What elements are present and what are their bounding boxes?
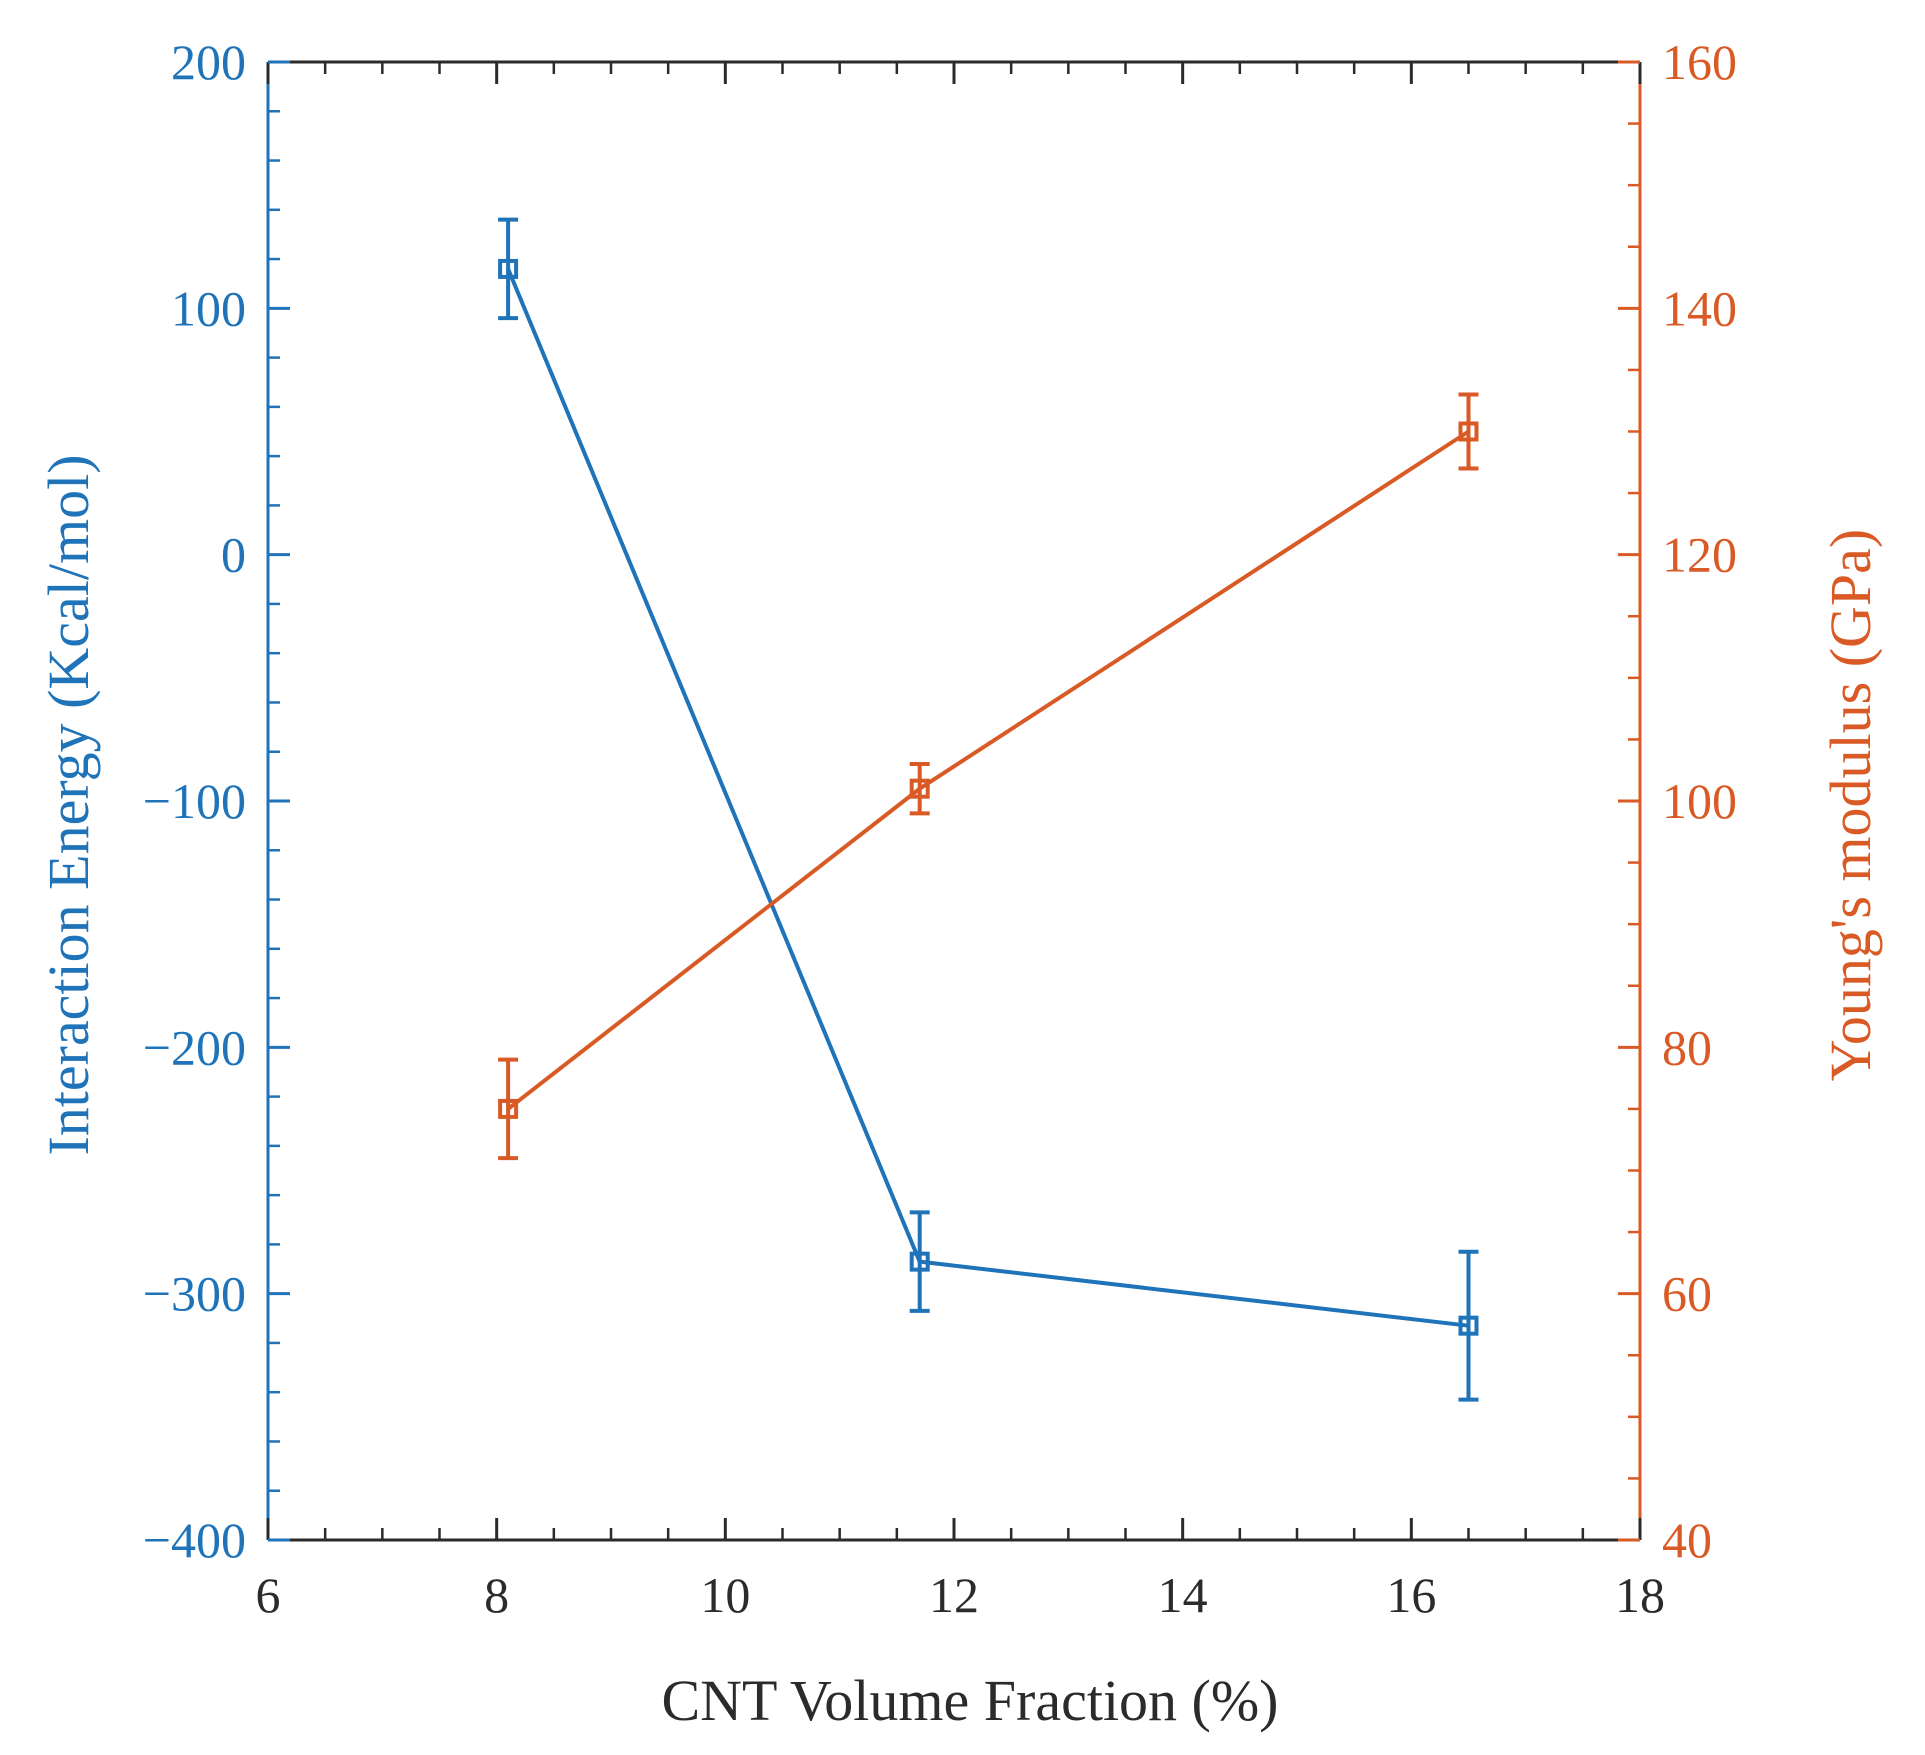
- right-axis-title: Young's modulus (GPa): [1818, 529, 1883, 1081]
- x-tick-label: 8: [484, 1567, 509, 1623]
- interaction-energy-data-point: [498, 258, 519, 279]
- left-axis-title: Interaction Energy (Kcal/mol): [36, 454, 101, 1155]
- youngs-modulus-data-point: [909, 778, 930, 799]
- right-tick-label: 100: [1662, 773, 1737, 829]
- right-tick-label: 80: [1662, 1019, 1712, 1075]
- x-tick-label: 16: [1386, 1567, 1436, 1623]
- interaction-energy-data-point: [1458, 1315, 1479, 1336]
- left-tick-label: 200: [171, 34, 246, 90]
- youngs-modulus-data-point: [1458, 421, 1479, 442]
- left-tick-label: −300: [143, 1266, 246, 1322]
- right-tick-label: 40: [1662, 1512, 1712, 1568]
- x-axis-title: CNT Volume Fraction (%): [661, 1668, 1278, 1733]
- right-tick-label: 160: [1662, 34, 1737, 90]
- left-tick-label: 100: [171, 280, 246, 336]
- x-tick-label: 10: [700, 1567, 750, 1623]
- youngs-modulus-data-point: [498, 1098, 519, 1119]
- x-tick-label: 18: [1615, 1567, 1665, 1623]
- plot-layer: 6 8 10 12 14 16 18 −400 −300 −200 −100 0 100 200 40 60 8…: [143, 34, 1737, 1623]
- right-tick-label: 120: [1662, 527, 1737, 583]
- left-tick-label: −100: [143, 773, 246, 829]
- left-tick-label: −400: [143, 1512, 246, 1568]
- left-tick-label: −200: [143, 1019, 246, 1075]
- right-tick-label: 140: [1662, 280, 1737, 336]
- x-tick-label: 14: [1158, 1567, 1208, 1623]
- left-tick-label: 0: [221, 527, 246, 583]
- interaction-energy-data-point: [909, 1251, 930, 1272]
- right-tick-label: 60: [1662, 1266, 1712, 1322]
- x-tick-label: 12: [929, 1567, 979, 1623]
- x-tick-label: 6: [256, 1567, 281, 1623]
